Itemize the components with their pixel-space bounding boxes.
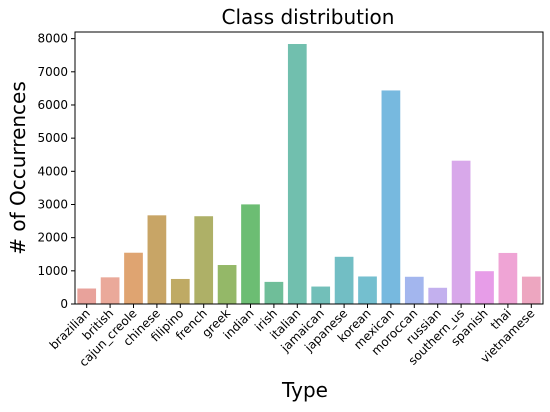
y-tick-label: 2000 — [37, 231, 68, 245]
bar-french — [194, 216, 214, 304]
bar-moroccan — [404, 276, 424, 304]
plot-frame — [74, 31, 544, 305]
bar-greek — [217, 265, 237, 304]
y-tick-label: 0 — [60, 297, 68, 311]
bar-chinese — [147, 215, 167, 304]
x-axis: brazilianbritishcajun_creolechinesefilip… — [47, 304, 537, 369]
y-tick-label: 4000 — [37, 164, 68, 178]
bar-jamaican — [311, 286, 331, 304]
bar-thai — [498, 252, 518, 304]
bars-group — [77, 44, 541, 304]
y-tick-label: 5000 — [37, 131, 68, 145]
bar-filipino — [170, 278, 190, 304]
bar-mexican — [381, 90, 401, 304]
bar-indian — [241, 204, 260, 304]
bar-cajun_creole — [124, 252, 143, 304]
y-tick-label: 7000 — [37, 65, 68, 79]
y-tick-label: 1000 — [37, 264, 68, 278]
bar-southern_us — [451, 160, 471, 304]
y-tick-label: 3000 — [37, 197, 68, 211]
bar-brazilian — [77, 288, 97, 304]
bar-japanese — [334, 256, 354, 304]
y-tick-label: 6000 — [37, 98, 68, 112]
bar-irish — [264, 281, 284, 304]
bar-vietnamese — [521, 276, 541, 304]
chart-title: Class distribution — [222, 5, 395, 29]
y-axis: 0 1000 2000 3000 4000 5000 6000 7000 8000 — [37, 32, 75, 311]
y-axis-title: # of Occurrences — [6, 81, 30, 255]
bar-russian — [428, 287, 448, 304]
bar-spanish — [475, 271, 494, 304]
x-axis-title: Type — [281, 378, 328, 402]
bar-british — [100, 277, 120, 304]
y-tick-label: 8000 — [37, 32, 68, 46]
bar-korean — [358, 276, 377, 304]
bar-italian — [287, 44, 307, 304]
